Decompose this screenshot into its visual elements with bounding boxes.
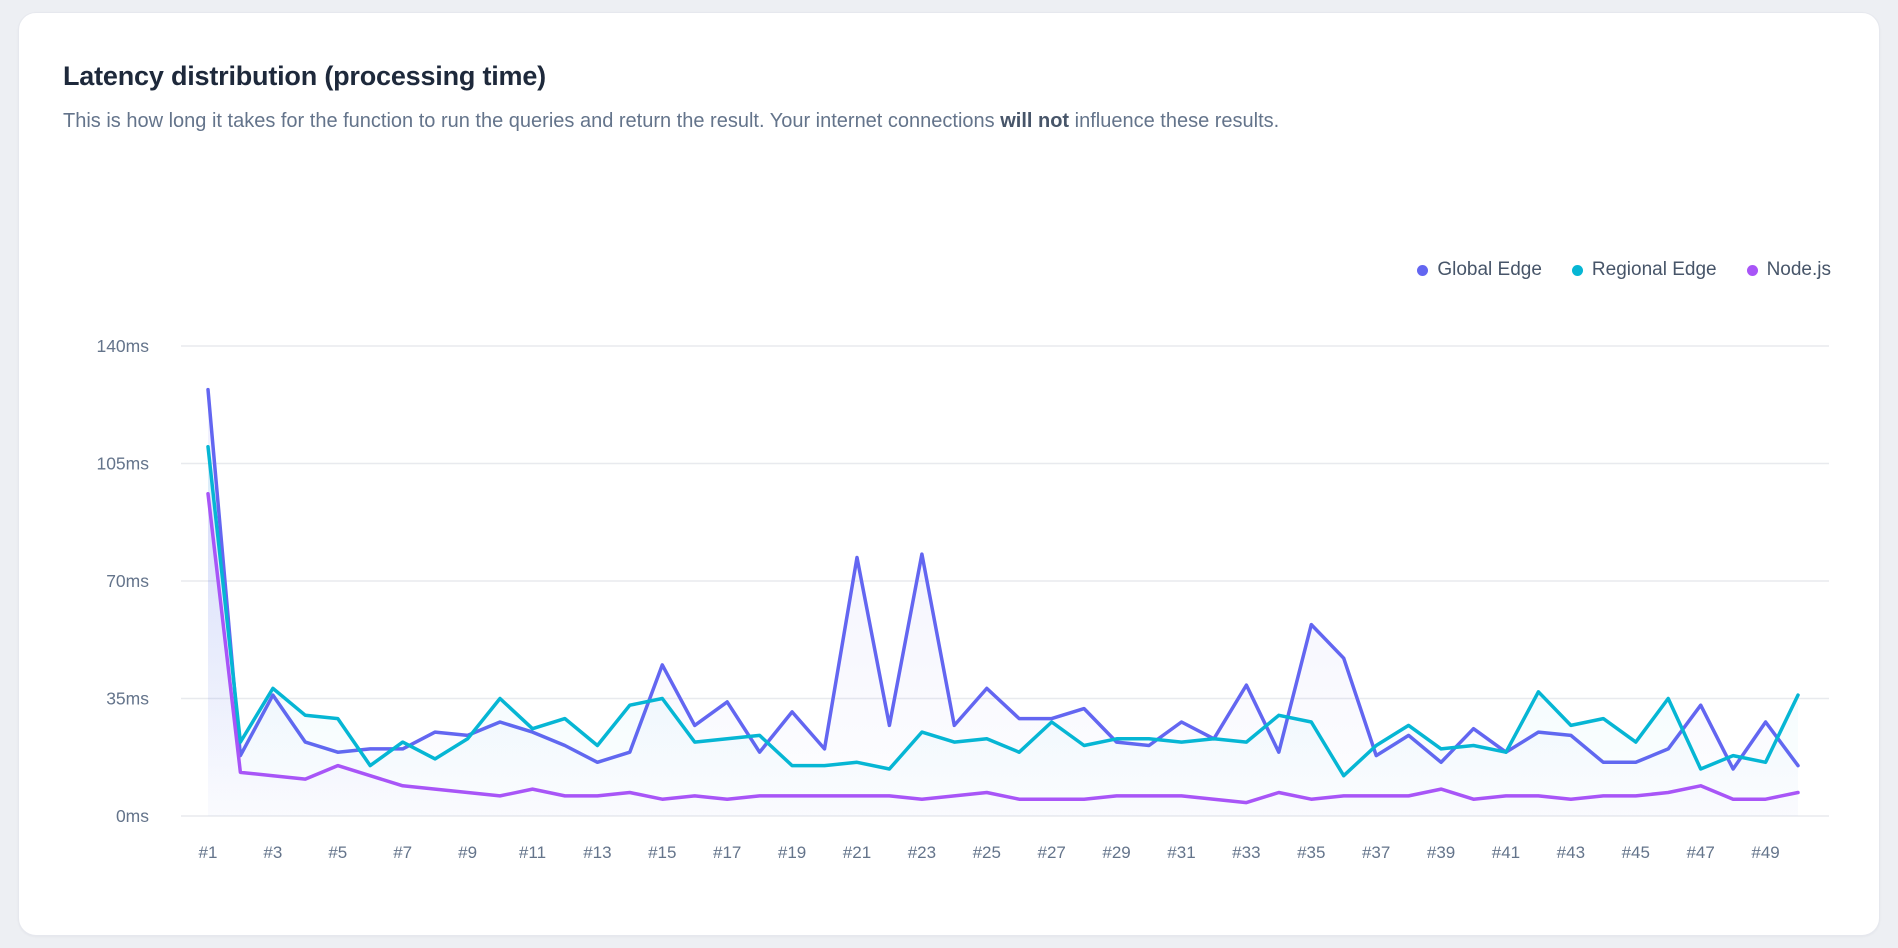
card-subtitle: This is how long it takes for the functi… (63, 101, 1503, 142)
xtick-label-49: #49 (1751, 843, 1779, 862)
series-area-regional-edge (208, 446, 1798, 816)
xtick-label-25: #25 (973, 843, 1001, 862)
legend-item-global-edge: Global Edge (1417, 259, 1542, 281)
latency-chart: 0ms 35ms 70ms 105ms 140ms #1 #3 #5 #7 #9 #11 #13 #15… (19, 313, 1881, 913)
latency-chart-svg: 0ms 35ms 70ms 105ms 140ms #1 #3 #5 #7 #9 #11 #13 #15… (96, 336, 1829, 862)
card-title: Latency distribution (processing time) (63, 61, 546, 91)
series-line-node-js (206, 491, 1800, 805)
legend-item-node-js: Node.js (1746, 259, 1831, 281)
xtick-label-33: #33 (1232, 843, 1260, 862)
xtick-label-29: #29 (1102, 843, 1130, 862)
legend-label-regional-edge: Regional Edge (1591, 259, 1717, 280)
xtick-label-45: #45 (1622, 843, 1650, 862)
xtick-label-41: #41 (1492, 843, 1520, 862)
ytick-label-35ms: 35ms (106, 689, 149, 709)
xtick-label-27: #27 (1037, 843, 1065, 862)
legend-label-node-js: Node.js (1766, 259, 1831, 280)
xtick-label-11: #11 (519, 843, 546, 862)
xtick-label-3: #3 (263, 843, 282, 862)
latency-card: Latency distribution (processing time) T… (18, 12, 1880, 936)
xtick-label-7: #7 (393, 843, 412, 862)
xtick-label-47: #47 (1686, 843, 1714, 862)
legend-dot-regional-edge (1571, 264, 1583, 276)
legend-item-regional-edge: Regional Edge (1571, 259, 1717, 281)
xtick-label-23: #23 (908, 843, 936, 862)
xtick-label-5: #5 (328, 843, 347, 862)
legend-label-global-edge: Global Edge (1437, 259, 1542, 280)
legend-dot-global-edge (1417, 264, 1429, 276)
ytick-label-105ms: 105ms (96, 454, 149, 474)
ytick-label-140ms: 140ms (96, 336, 149, 356)
subtitle-text-pre: This is how long it takes for the functi… (63, 110, 1001, 132)
xtick-label-31: #31 (1167, 843, 1195, 862)
xtick-label-9: #9 (458, 843, 477, 862)
xtick-label-43: #43 (1557, 843, 1585, 862)
series-area-node-js (208, 493, 1798, 816)
xtick-label-35: #35 (1297, 843, 1325, 862)
ytick-label-0ms: 0ms (116, 806, 149, 826)
xtick-label-37: #37 (1362, 843, 1390, 862)
xtick-label-1: #1 (199, 843, 218, 862)
xtick-label-39: #39 (1427, 843, 1455, 862)
xtick-label-19: #19 (778, 843, 806, 862)
subtitle-text-bold: will not (1000, 110, 1070, 132)
xtick-label-17: #17 (713, 843, 741, 862)
xtick-label-15: #15 (648, 843, 676, 862)
series-line-regional-edge (206, 444, 1800, 778)
subtitle-text-post: influence these results. (1069, 110, 1280, 132)
ytick-label-70ms: 70ms (106, 571, 149, 591)
xtick-label-13: #13 (583, 843, 611, 862)
chart-legend: Global Edge Regional Edge Node.js (1417, 259, 1831, 281)
legend-dot-node-js (1746, 264, 1758, 276)
xtick-label-21: #21 (843, 843, 871, 862)
